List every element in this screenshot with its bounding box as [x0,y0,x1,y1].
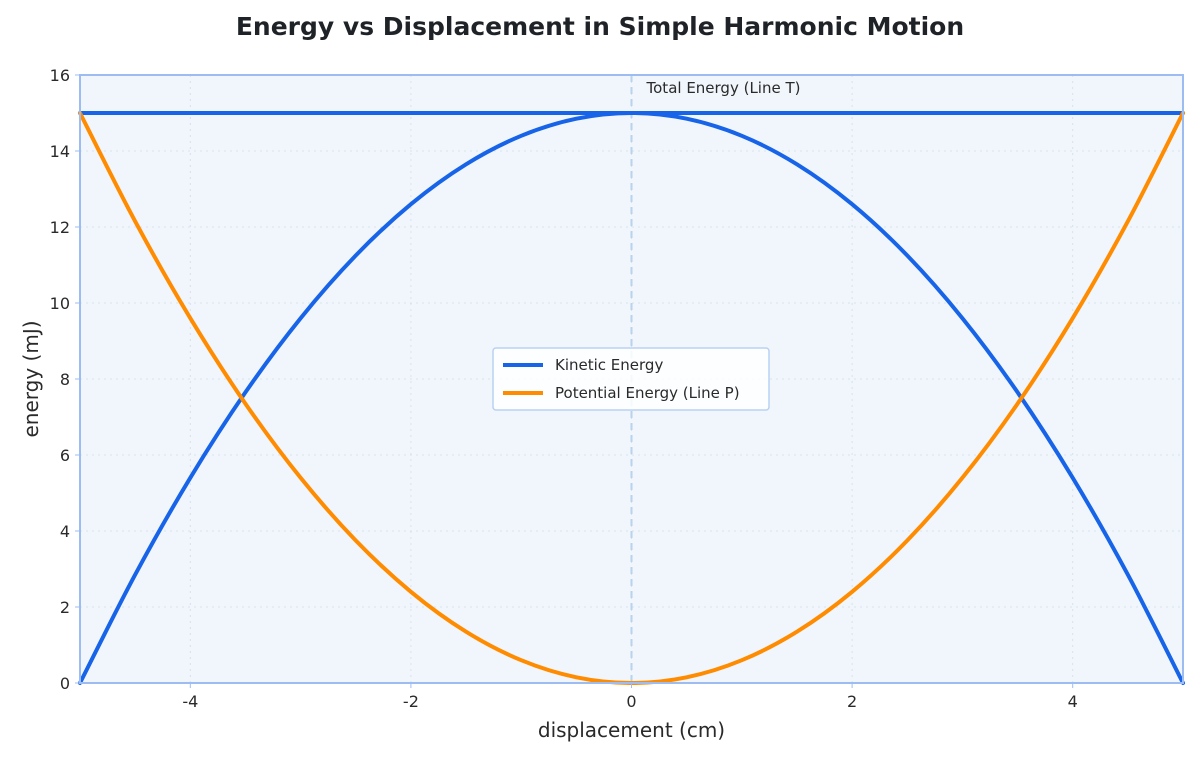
chart-title: Energy vs Displacement in Simple Harmoni… [235,12,965,41]
y-tick-label: 4 [60,522,70,541]
y-tick-label: 16 [50,66,70,85]
x-tick-label: -2 [403,692,419,711]
legend-label-potential: Potential Energy (Line P) [555,384,740,402]
annotation-total-energy: Total Energy (Line T) [646,79,801,97]
x-tick-label: 0 [626,692,636,711]
legend-box [492,347,770,411]
annotations: Total Energy (Line T) [646,79,801,97]
y-tick-label: 0 [60,674,70,693]
y-tick-label: 2 [60,598,70,617]
x-tick-label: 4 [1068,692,1078,711]
y-axis-label: energy (mJ) [19,320,43,437]
kinetic-energy-line [78,111,1185,685]
y-tick-label: 14 [50,142,70,161]
x-axis-ticks: -4 -2 0 2 4 [182,683,1078,711]
legend-label-kinetic: Kinetic Energy [555,356,663,374]
y-tick-label: 6 [60,446,70,465]
legend: Kinetic Energy Potential Energy (Line P) [492,347,770,411]
y-tick-label: 12 [50,218,70,237]
x-tick-label: -4 [182,692,198,711]
y-tick-label: 10 [50,294,70,313]
y-axis-ticks: 0 2 4 6 8 10 12 14 16 [50,66,80,693]
y-tick-label: 8 [60,370,70,389]
x-tick-label: 2 [847,692,857,711]
x-axis-label: displacement (cm) [538,718,725,742]
